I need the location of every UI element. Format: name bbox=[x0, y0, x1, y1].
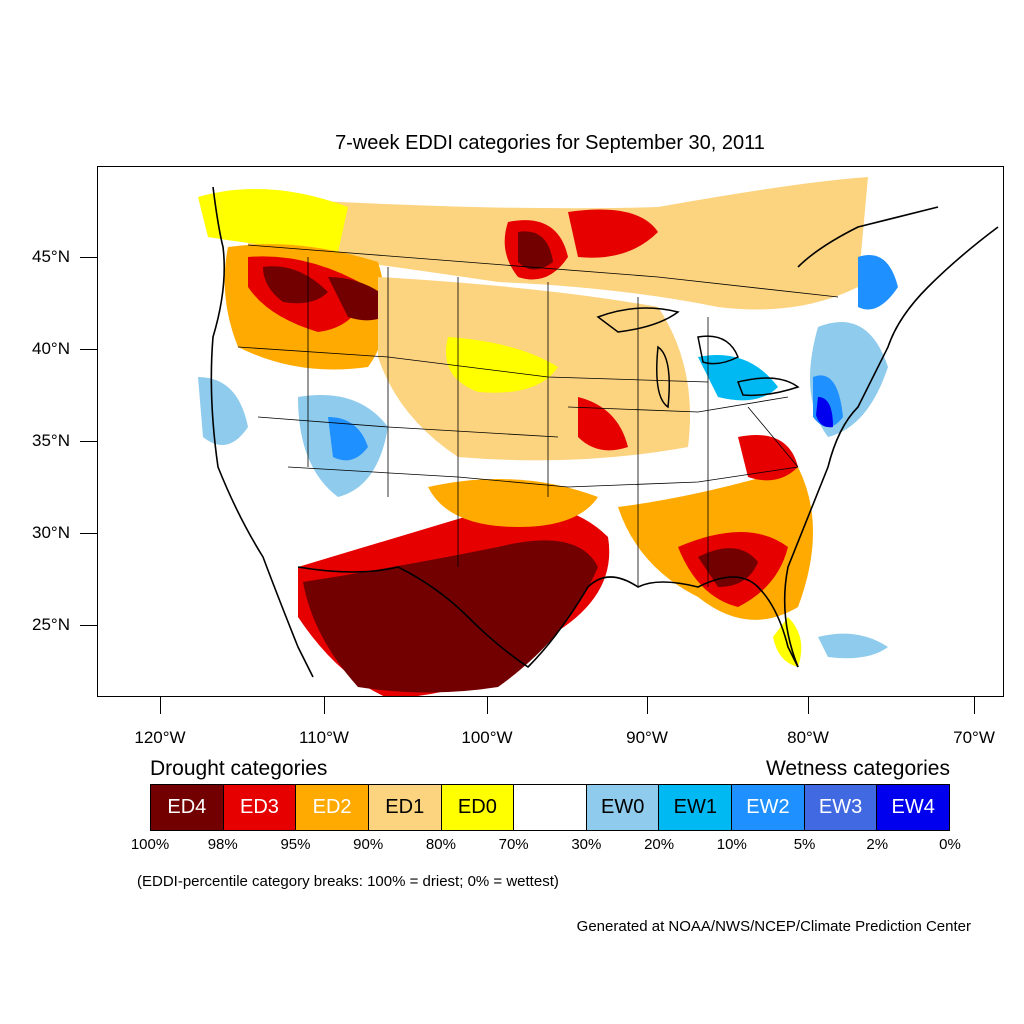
lon-tick bbox=[160, 697, 161, 714]
legend-break-label: 20% bbox=[644, 836, 675, 853]
legend-break-label: 90% bbox=[353, 836, 384, 853]
drought-heading: Drought categories bbox=[150, 757, 328, 780]
legend-cell-ed2: ED2 bbox=[296, 785, 369, 830]
lon-label-70: 70°W bbox=[953, 728, 995, 747]
lat-tick bbox=[80, 441, 97, 442]
legend-break-label: 100% bbox=[130, 836, 170, 853]
lon-label-110: 110°W bbox=[299, 728, 349, 747]
lon-label-80: 80°W bbox=[787, 728, 829, 747]
coastlines bbox=[210, 186, 999, 678]
lat-label-35: 35°N bbox=[32, 431, 70, 450]
lon-label-100: 100°W bbox=[461, 728, 513, 747]
legend-cell-ed1: ED1 bbox=[368, 785, 442, 830]
lat-tick bbox=[80, 349, 97, 350]
legend-break-label: 10% bbox=[716, 836, 747, 853]
legend-break-label: 30% bbox=[571, 836, 602, 853]
lon-tick bbox=[974, 697, 975, 714]
legend-cell-ew4: EW4 bbox=[877, 785, 950, 830]
legend-break-label: 95% bbox=[280, 836, 311, 853]
legend-cell-ew0: EW0 bbox=[586, 785, 660, 830]
legend-cell-ed0: ED0 bbox=[441, 785, 515, 830]
eddi-map bbox=[198, 177, 999, 696]
lat-label-30: 30°N bbox=[32, 523, 70, 542]
legend-break-label: 2% bbox=[866, 836, 889, 853]
wetness-heading: Wetness categories bbox=[765, 757, 950, 780]
legend-cell-ew1: EW1 bbox=[659, 785, 733, 830]
lat-tick bbox=[80, 257, 97, 258]
legend-cell-ew3: EW3 bbox=[804, 785, 878, 830]
category-note: (EDDI-percentile category breaks: 100% =… bbox=[137, 873, 559, 890]
lon-tick bbox=[487, 697, 488, 714]
legend-cell-neutral bbox=[514, 785, 587, 830]
lon-label-90: 90°W bbox=[626, 728, 668, 747]
lat-label-45: 45°N bbox=[32, 247, 70, 266]
lat-label-40: 40°N bbox=[32, 339, 70, 358]
lat-tick bbox=[80, 533, 97, 534]
legend-break-label: 0% bbox=[939, 836, 961, 853]
legend-cell-ed3: ED3 bbox=[223, 785, 297, 830]
lon-label-120: 120°W bbox=[134, 728, 186, 747]
map-panel bbox=[97, 166, 1004, 697]
lat-label-25: 25°N bbox=[32, 615, 70, 634]
legend-cell-ed4: ED4 bbox=[151, 785, 224, 830]
lon-tick bbox=[647, 697, 648, 714]
legend-break-label: 5% bbox=[793, 836, 816, 853]
lon-tick bbox=[808, 697, 809, 714]
great-lakes bbox=[596, 307, 800, 409]
legend-break-label: 98% bbox=[207, 836, 238, 853]
lon-tick bbox=[324, 697, 325, 714]
map-title: 7-week EDDI categories for September 30,… bbox=[335, 132, 765, 154]
legend-break-label: 70% bbox=[498, 836, 529, 853]
legend-cell-ew2: EW2 bbox=[732, 785, 805, 830]
legend-colorbar: ED4 ED3 ED2 ED1 ED0 EW0 EW1 EW2 EW3 EW4 bbox=[150, 784, 950, 831]
credit-line: Generated at NOAA/NWS/NCEP/Climate Predi… bbox=[576, 918, 971, 935]
lat-tick bbox=[80, 625, 97, 626]
state-borders bbox=[237, 244, 839, 587]
legend-break-label: 80% bbox=[425, 836, 456, 853]
eddi-field bbox=[198, 177, 898, 696]
